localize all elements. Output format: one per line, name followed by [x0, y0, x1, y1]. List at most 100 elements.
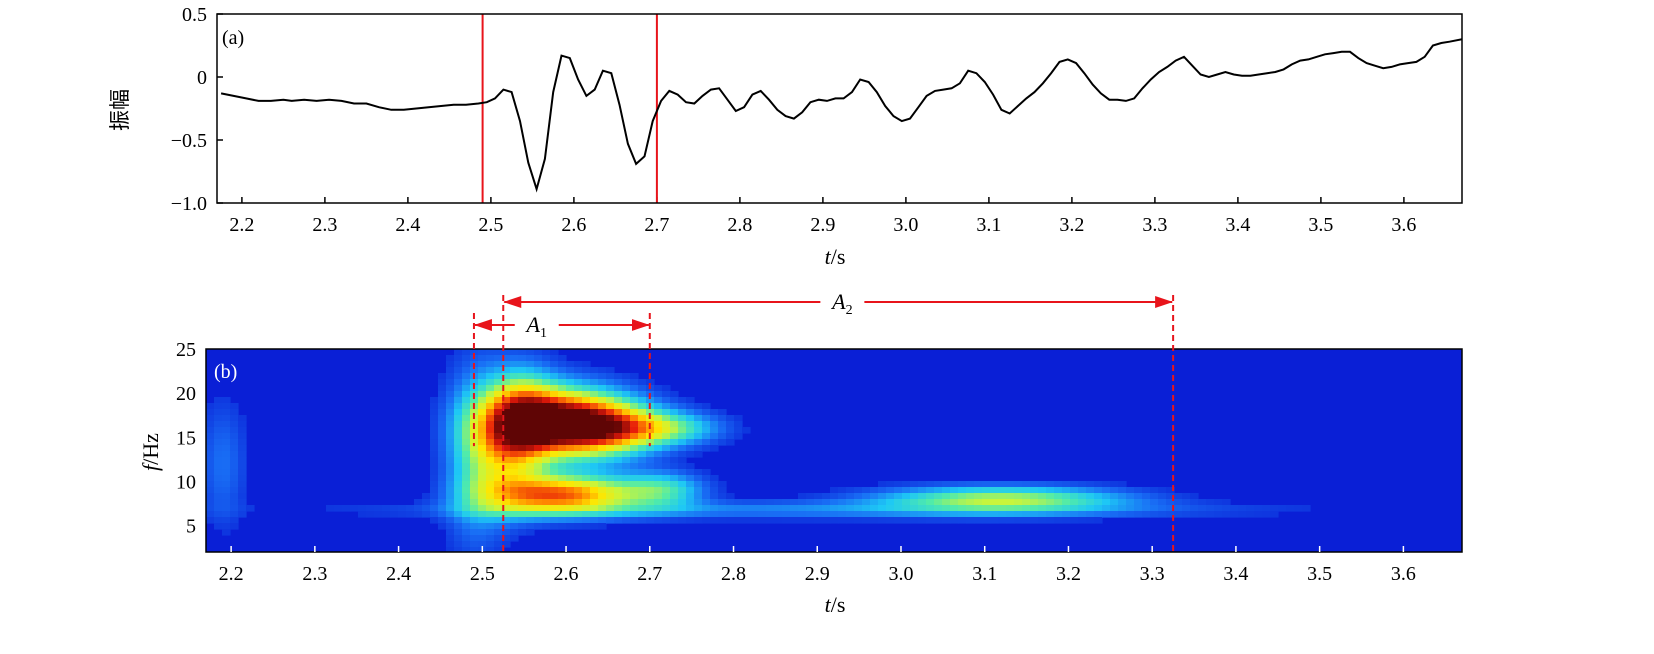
spectrum-cell	[990, 499, 999, 506]
spectrum-cell	[646, 481, 655, 488]
spectrum-cell	[238, 499, 247, 506]
spectrum-cell	[502, 523, 511, 530]
spectrum-cell	[630, 409, 639, 416]
spectrum-cell	[662, 493, 671, 500]
spectrum-cell	[518, 469, 527, 476]
spectrum-cell	[558, 385, 567, 392]
spectrum-cell	[622, 481, 631, 488]
spectrum-cell	[998, 499, 1007, 506]
spectrum-cell	[542, 523, 551, 530]
spectrum-cell	[614, 505, 623, 512]
spectrum-cell	[1094, 499, 1103, 506]
spectrum-cell	[550, 373, 559, 380]
spectrum-cell	[518, 355, 527, 362]
spectrum-cell	[1214, 499, 1223, 506]
spectrum-cell	[654, 391, 663, 398]
spectrum-cell	[638, 517, 647, 524]
spectrum-cell	[718, 493, 727, 500]
spectrum-cell	[454, 427, 463, 434]
spectrum-cell	[406, 505, 415, 512]
spectrum-cell	[990, 493, 999, 500]
spectrum-cell	[614, 421, 623, 428]
spectrum-cell	[558, 367, 567, 374]
spectrum-cell	[574, 451, 583, 458]
spectrum-cell	[702, 517, 711, 524]
spectrum-cell	[582, 475, 591, 482]
spectrum-cell	[534, 355, 543, 362]
spectrum-cell	[502, 373, 511, 380]
spectrum-cell	[502, 529, 511, 536]
spectrum-cell	[566, 397, 575, 404]
spectrum-cell	[622, 421, 631, 428]
spectrum-cell	[582, 379, 591, 386]
spectrum-cell	[1270, 505, 1279, 512]
spectrum-cell	[726, 511, 735, 518]
spectrum-cell	[1070, 481, 1079, 488]
spectrum-cell	[726, 439, 735, 446]
spectrum-cell	[494, 535, 503, 542]
spectrum-cell	[694, 511, 703, 518]
spectrum-cell	[598, 445, 607, 452]
spectrum-cell	[1198, 499, 1207, 506]
spectrum-cell	[430, 457, 439, 464]
spectrum-cell	[902, 517, 911, 524]
spectrum-cell	[614, 391, 623, 398]
spectrum-cell	[446, 373, 455, 380]
waveform-y-tick-label: 0.5	[182, 4, 207, 26]
spectrum-cell	[566, 427, 575, 434]
spectrum-cell	[502, 457, 511, 464]
spectrum-cell	[678, 505, 687, 512]
spectrum-cell	[614, 481, 623, 488]
spectrum-cell	[1214, 505, 1223, 512]
spectrum-cell	[1118, 487, 1127, 494]
spectrum-cell	[478, 505, 487, 512]
spectrum-cell	[454, 499, 463, 506]
spectrum-cell	[454, 451, 463, 458]
spectrum-cell	[238, 427, 247, 434]
spectrum-cell	[886, 487, 895, 494]
spectrum-cell	[542, 493, 551, 500]
spectrum-cell	[342, 505, 351, 512]
spectrum-cell	[726, 493, 735, 500]
spectrum-cell	[670, 475, 679, 482]
spectrum-cell	[470, 541, 479, 548]
spectrum-cell	[446, 367, 455, 374]
spectrum-cell	[582, 367, 591, 374]
spectrum-cell	[494, 391, 503, 398]
spectrum-cell	[1110, 505, 1119, 512]
spectrum-cell	[1174, 505, 1183, 512]
spectrum-cell	[622, 415, 631, 422]
spectrum-cell	[462, 547, 471, 552]
spectrum-cell	[462, 529, 471, 536]
spectrum-cell	[510, 481, 519, 488]
spectrum-cell	[1262, 505, 1271, 512]
spectrum-cell	[710, 475, 719, 482]
spectrum-cell	[446, 499, 455, 506]
spectrum-cell	[630, 373, 639, 380]
spectrum-cell	[1158, 487, 1167, 494]
spectrum-cell	[502, 355, 511, 362]
spectrum-cell	[214, 487, 223, 494]
spectrum-cell	[606, 373, 615, 380]
spectrum-cell	[590, 451, 599, 458]
spectrum-cell	[606, 409, 615, 416]
spectrum-cell	[454, 457, 463, 464]
spectrum-cell	[494, 355, 503, 362]
spectrum-cell	[582, 523, 591, 530]
spectrum-cell	[582, 439, 591, 446]
spectrum-cell	[238, 493, 247, 500]
spectrum-cell	[1102, 499, 1111, 506]
spectrum-cell	[646, 427, 655, 434]
spectrum-cell	[550, 463, 559, 470]
spectrum-cell	[1094, 481, 1103, 488]
spectrum-cell	[502, 361, 511, 368]
spectrum-cell	[558, 517, 567, 524]
spectrum-cell	[526, 367, 535, 374]
spectrum-cell	[454, 415, 463, 422]
spectrum-y-tick-label: 20	[176, 383, 196, 405]
spectrum-cell	[1166, 499, 1175, 506]
spectrum-cell	[486, 367, 495, 374]
spectrum-cell	[798, 517, 807, 524]
spectrum-cell	[550, 409, 559, 416]
spectrum-cell	[446, 487, 455, 494]
